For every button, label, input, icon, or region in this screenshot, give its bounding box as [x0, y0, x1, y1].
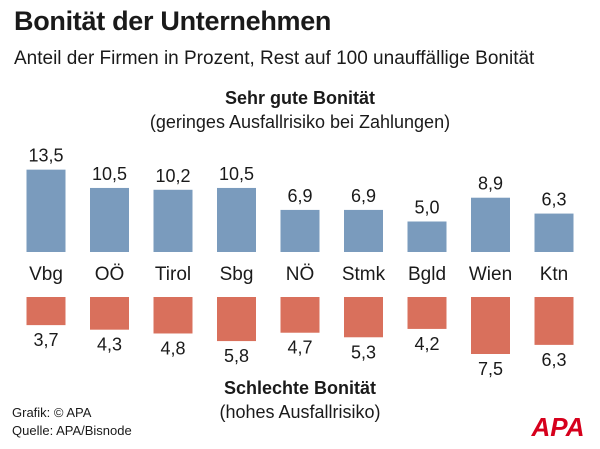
apa-logo-text: APA — [531, 412, 585, 442]
chart-subtitle: Anteil der Firmen in Prozent, Rest auf 1… — [14, 48, 535, 69]
good-bar-7 — [471, 197, 510, 252]
good-value-label-1: 10,5 — [92, 164, 127, 184]
bad-bar-3 — [217, 297, 256, 342]
good-bar-6 — [407, 221, 447, 252]
good-bar-8 — [534, 213, 574, 252]
good-bar-3 — [217, 187, 256, 252]
bad-bar-0 — [26, 297, 66, 326]
graphic-credit: Grafik: © APA — [12, 405, 92, 420]
good-value-label-7: 8,9 — [478, 174, 503, 194]
bad-value-label-7: 7,5 — [478, 359, 503, 379]
bad-value-label-5: 5,3 — [351, 342, 376, 362]
bad-bar-4 — [280, 297, 320, 333]
good-value-label-2: 10,2 — [155, 166, 190, 186]
bad-value-label-8: 6,3 — [541, 350, 566, 370]
good-value-label-6: 5,0 — [414, 198, 439, 218]
bad-value-label-0: 3,7 — [33, 330, 58, 350]
bad-value-label-3: 5,8 — [224, 346, 249, 366]
bad-value-label-1: 4,3 — [97, 335, 122, 355]
category-label-3: Sbg — [220, 264, 254, 285]
good-value-label-4: 6,9 — [287, 186, 312, 206]
category-label-0: Vbg — [29, 264, 63, 285]
good-bar-0 — [26, 169, 66, 252]
good-bar-4 — [280, 209, 320, 252]
bad-rating-subheading: (hohes Ausfallrisiko) — [219, 402, 381, 422]
bad-value-label-2: 4,8 — [160, 338, 185, 358]
data-source: Quelle: APA/Bisnode — [12, 423, 132, 438]
category-label-5: Stmk — [342, 264, 386, 285]
bad-rating-heading: Schlechte Bonität — [223, 378, 377, 398]
good-value-label-5: 6,9 — [351, 186, 376, 206]
bad-bar-8 — [534, 297, 574, 345]
category-label-7: Wien — [469, 264, 512, 285]
good-value-label-0: 13,5 — [28, 146, 63, 166]
bad-bar-5 — [344, 297, 383, 338]
category-label-6: Bgld — [408, 264, 446, 285]
bad-value-label-4: 4,7 — [287, 338, 312, 358]
category-label-1: OÖ — [95, 264, 125, 285]
bad-value-label-6: 4,2 — [414, 334, 439, 354]
bad-bar-1 — [90, 297, 129, 330]
bad-bar-2 — [153, 297, 193, 334]
bad-bar-6 — [407, 297, 447, 329]
category-label-8: Ktn — [540, 264, 569, 285]
good-value-label-8: 6,3 — [541, 190, 566, 210]
good-bar-1 — [90, 187, 129, 252]
category-label-2: Tirol — [155, 264, 191, 285]
good-bar-5 — [344, 209, 383, 252]
good-bar-2 — [153, 189, 193, 252]
good-rating-heading: Sehr gute Bonität — [224, 88, 375, 108]
apa-logo: APA — [526, 412, 590, 442]
good-value-label-3: 10,5 — [219, 164, 254, 184]
chart-title: Bonität der Unternehmen — [14, 6, 332, 36]
category-label-4: NÖ — [286, 264, 315, 285]
bad-bar-7 — [471, 297, 510, 354]
good-rating-subheading: (geringes Ausfallrisiko bei Zahlungen) — [149, 112, 451, 132]
